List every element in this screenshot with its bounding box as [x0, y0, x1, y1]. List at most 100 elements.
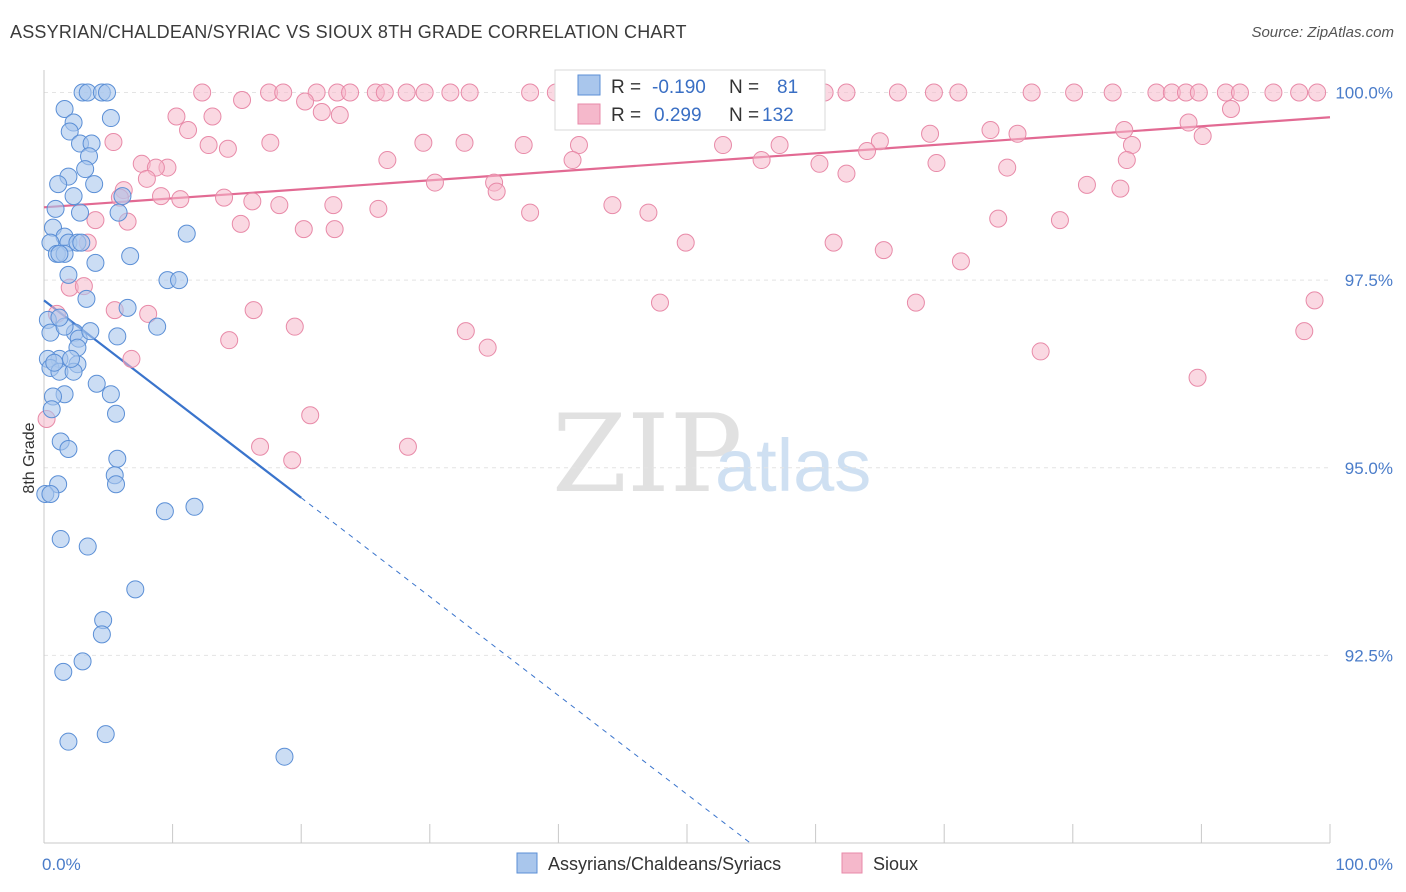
assyrian-point: [76, 160, 95, 179]
sioux-point: [650, 293, 669, 312]
bottom-legend-swatch-assyrian: [516, 852, 538, 874]
assyrian-point: [64, 187, 83, 206]
sioux-point: [837, 83, 856, 102]
sioux-point: [1117, 151, 1136, 170]
sioux-point: [1077, 175, 1096, 194]
assyrian-point: [121, 247, 140, 266]
assyrian-point: [60, 122, 79, 141]
sioux-point: [330, 106, 349, 125]
assyrian-point: [86, 253, 105, 272]
sioux-point: [927, 154, 946, 173]
sioux-point: [199, 136, 218, 155]
sioux-point: [137, 169, 156, 188]
sioux-point: [1230, 83, 1249, 102]
sioux-trend-line: [43, 116, 1331, 209]
assyrian-point: [50, 308, 69, 327]
assyrian-point: [59, 265, 78, 284]
sioux-point: [639, 203, 658, 222]
sioux-point: [274, 83, 293, 102]
sioux-point: [215, 188, 234, 207]
assyrian-point: [108, 449, 127, 468]
sioux-point: [1305, 291, 1324, 310]
assyrian-point: [98, 83, 117, 102]
sioux-point: [167, 107, 186, 126]
sioux-point: [270, 196, 289, 215]
sioux-point: [460, 83, 479, 102]
sioux-point: [456, 322, 475, 341]
sioux-point: [1179, 113, 1198, 132]
x-tick-label: 100.0%: [1335, 855, 1393, 874]
assyrian-point: [73, 652, 92, 671]
sioux-point: [714, 136, 733, 155]
sioux-point: [283, 451, 302, 470]
assyrian-point: [113, 187, 132, 206]
sioux-point: [251, 437, 270, 456]
sioux-point: [285, 317, 304, 336]
assyrian-point: [101, 109, 120, 128]
legend-n-value-1: 81: [777, 77, 798, 98]
gridlines: [44, 92, 1330, 656]
sioux-point: [139, 304, 158, 323]
sioux-point: [521, 203, 540, 222]
sioux-point: [378, 151, 397, 170]
sioux-point: [193, 83, 212, 102]
sioux-point: [981, 121, 1000, 140]
sioux-point: [1188, 368, 1207, 387]
legend-n-label-2: N =: [729, 105, 759, 126]
legend-swatch-sioux: [577, 103, 601, 125]
assyrian-point: [101, 385, 120, 404]
assyrian-point: [81, 322, 100, 341]
assyrian-point: [118, 298, 137, 317]
x-ticks: [172, 824, 1331, 843]
sioux-point: [324, 196, 343, 215]
legend-swatch-assyrian: [577, 74, 601, 96]
sioux-point: [1295, 322, 1314, 341]
assyrian-point: [148, 317, 167, 336]
assyrian-point: [107, 404, 126, 423]
chart-title: ASSYRIAN/CHALDEAN/SYRIAC VS SIOUX 8TH GR…: [10, 22, 687, 42]
sioux-point: [1221, 100, 1240, 119]
y-axis-label: 8th Grade: [21, 422, 38, 493]
assyrian-point: [177, 224, 196, 243]
legend-r-value-2: 0.299: [654, 105, 702, 126]
sioux-point: [998, 158, 1017, 177]
assyrian-point: [54, 662, 73, 681]
sioux-point: [1031, 342, 1050, 361]
assyrian-point: [126, 580, 145, 599]
assyrian-point: [107, 475, 126, 494]
sioux-point: [233, 91, 252, 110]
sioux-point: [261, 133, 280, 152]
bottom-legend-label-sioux: Sioux: [873, 854, 918, 874]
sioux-point: [179, 121, 198, 140]
sioux-point: [341, 83, 360, 102]
assyrian-point: [71, 203, 90, 222]
sioux-point: [122, 349, 141, 368]
legend-n-label-1: N =: [729, 77, 759, 98]
assyrian-point: [42, 400, 61, 419]
sioux-point: [104, 133, 123, 152]
assyrian-point: [51, 530, 70, 549]
y-tick-label: 92.5%: [1345, 646, 1393, 665]
sioux-point: [398, 437, 417, 456]
sioux-point: [569, 136, 588, 155]
legend-r-label-2: R =: [611, 105, 641, 126]
assyrian-point: [59, 732, 78, 751]
sioux-point: [824, 233, 843, 252]
sioux-point: [415, 83, 434, 102]
sioux-point: [924, 83, 943, 102]
assyrian-point: [275, 747, 294, 766]
sioux-point: [171, 190, 190, 209]
assyrian-point: [185, 497, 204, 516]
assyrian-point: [155, 502, 174, 521]
sioux-point: [752, 151, 771, 170]
assyrian-point: [77, 289, 96, 308]
assyrian-point: [108, 327, 127, 346]
sioux-point: [837, 164, 856, 183]
sioux-point: [312, 103, 331, 122]
sioux-point: [770, 136, 789, 155]
sioux-point: [86, 211, 105, 230]
sioux-point: [244, 301, 263, 320]
sioux-point: [425, 173, 444, 192]
x-tick-labels: 0.0% 100.0%: [42, 855, 1393, 874]
